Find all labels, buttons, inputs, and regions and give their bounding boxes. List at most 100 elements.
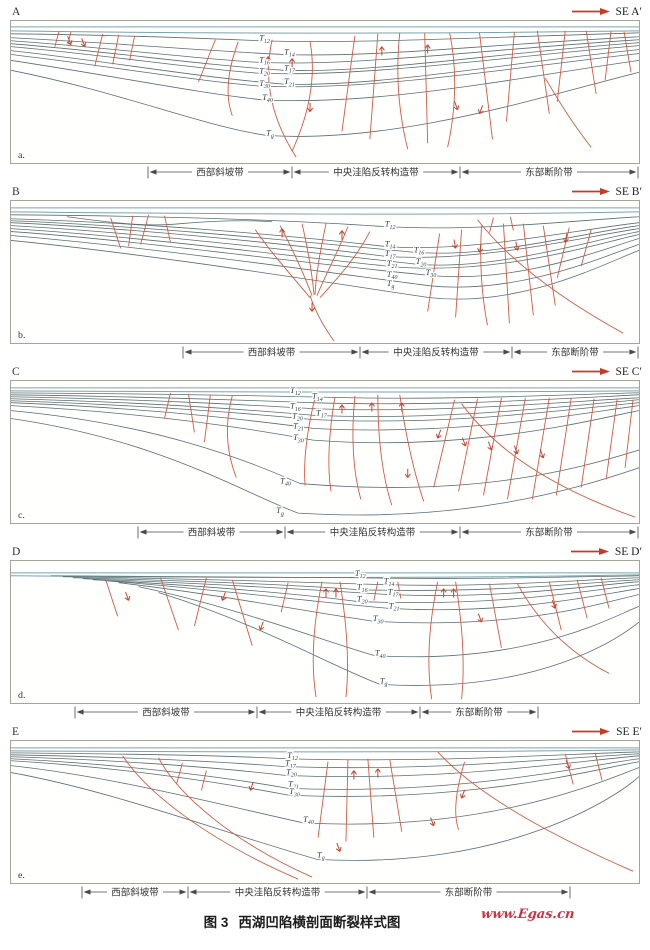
- zone-label: 东部断阶带: [525, 527, 573, 539]
- horizon-label-T16: T16: [414, 244, 425, 256]
- profile-end-label: SE C′: [615, 365, 642, 378]
- section-frame: T12 T14 T16 T17 T20 T21 T30 T40 Tg b.: [10, 200, 640, 344]
- profile-end-label: SE B′: [615, 185, 642, 198]
- panel-header: B SE B′: [0, 184, 650, 200]
- panel-header: C SE C′: [0, 364, 650, 380]
- horizon-label-Tg: Tg: [387, 278, 395, 290]
- panel-header: E SE E′: [0, 724, 650, 740]
- horizon-label-T12: T12: [290, 385, 301, 397]
- seafloor-lines: [11, 387, 639, 393]
- horizon-label-T12: T12: [385, 219, 396, 231]
- fault-movement-arrows: [66, 36, 484, 115]
- fault-lines: [110, 214, 624, 342]
- cross-section-panel-B: B SE B′ T12 T14 T16 T17 T20 T21 T30 T40 Tg b. 西部…: [0, 184, 650, 361]
- cross-section-panel-E: E SE E′ T12 T17 T20 T21 T30 T40 Tg e. 西部斜坡带 中央洼…: [0, 724, 650, 901]
- figure-footer: 图 3 西湖凹陷横剖面断裂样式图 www.Egas.cn: [0, 907, 650, 939]
- horizon-label-T40: T40: [303, 814, 314, 826]
- panel-header: A SE A′: [0, 4, 650, 20]
- fault-lines: [54, 30, 632, 158]
- structural-zone-scalebar: 西部斜坡带 中央洼陷反转构造带 东部断阶带: [147, 165, 639, 180]
- seafloor-lines: [11, 207, 639, 215]
- zone-label: 西部斜坡带: [196, 167, 244, 179]
- horizon-label-T17: T17: [284, 62, 296, 74]
- profile-direction: SE A′: [571, 6, 642, 18]
- horizon-label-T30: T30: [426, 267, 437, 279]
- zone-label: 西部斜坡带: [142, 707, 190, 719]
- horizon-label-T12: T12: [259, 33, 270, 45]
- horizon-lines: [11, 751, 639, 861]
- profile-start-label: A: [12, 5, 21, 18]
- section-frame: T12 T14 T16 T17 T20 T21 T30 T40 Tg c.: [10, 380, 640, 524]
- zone-label: 西部斜坡带: [248, 347, 296, 359]
- cross-section-panel-C: C SE C′ T12 T14 T16 T17 T20 T21 T30 T40 Tg c. 西部…: [0, 364, 650, 541]
- section-frame: T12 T14 T16 T17 T20 T21 T30 T40 Tg d.: [10, 560, 640, 704]
- panel-sub-label: b.: [18, 330, 25, 341]
- fault-movement-arrows: [338, 402, 545, 478]
- profile-direction: SE C′: [571, 366, 642, 378]
- horizon-label-T30: T30: [373, 613, 384, 625]
- horizon-label-T30: T30: [259, 78, 270, 90]
- zone-label: 西部斜坡带: [188, 527, 236, 539]
- zone-label: 中央洼陷反转构造带: [333, 167, 419, 179]
- profile-start-label: C: [12, 365, 21, 378]
- horizon-label-T40: T40: [375, 648, 386, 660]
- panel-sub-label: e.: [18, 870, 25, 881]
- horizon-label-Tg: Tg: [266, 127, 274, 139]
- horizon-lines: [50, 575, 639, 686]
- fault-lines: [105, 577, 610, 700]
- profile-start-label: E: [12, 725, 20, 738]
- profile-end-label: SE D′: [614, 545, 642, 558]
- figure-title: 西湖凹陷横剖面断裂样式图: [238, 915, 401, 930]
- se-direction-arrow-icon: [570, 548, 609, 555]
- profile-end-label: SE A′: [615, 5, 642, 18]
- section-frame: T12 T17 T20 T21 T30 T40 Tg e.: [10, 740, 640, 884]
- fault-lines: [122, 751, 634, 880]
- cross-section-panel-A: A SE A′ T12 T14 T16 T17 T20 T21 T30 T40 Tg a. 西部…: [0, 4, 650, 181]
- structural-zone-scalebar: 西部斜坡带 中央洼陷反转构造带 东部断阶带: [182, 345, 639, 360]
- panel-sub-label: c.: [18, 510, 25, 521]
- fault-movement-arrows: [124, 588, 557, 631]
- horizon-label-Tg: Tg: [317, 849, 325, 861]
- horizon-label-T16: T16: [357, 582, 368, 594]
- zone-label: 东部断阶带: [455, 707, 503, 719]
- panel-header: D SE D′: [0, 544, 650, 560]
- section-frame: T12 T14 T16 T17 T20 T21 T30 T40 Tg a.: [10, 20, 640, 164]
- structural-zone-scalebar: 西部斜坡带 中央洼陷反转构造带 东部断阶带: [137, 525, 639, 540]
- zone-label: 中央洼陷反转构造带: [296, 707, 382, 719]
- cross-section-panel-D: D SE D′ T12 T14 T16 T17 T20 T21 T30 T40 Tg d. 西部…: [0, 544, 650, 721]
- seafloor-lines: [11, 747, 639, 753]
- horizon-label-T17: T17: [388, 587, 400, 599]
- panel-sub-label: a.: [18, 150, 25, 161]
- seafloor-lines: [11, 26, 639, 34]
- fault-movement-arrows: [248, 760, 571, 852]
- structural-zone-scalebar: 西部斜坡带 中央洼陷反转构造带 东部断阶带: [74, 705, 539, 720]
- horizon-label-T14: T14: [312, 391, 323, 403]
- horizon-lines: [11, 32, 639, 137]
- profile-direction: SE B′: [571, 186, 642, 198]
- zone-label: 西部斜坡带: [111, 887, 159, 899]
- zone-label: 中央洼陷反转构造带: [235, 887, 321, 899]
- zone-label: 东部断阶带: [525, 167, 573, 179]
- zone-label: 东部断阶带: [551, 347, 599, 359]
- profile-start-label: D: [12, 545, 21, 558]
- seafloor-lines: [11, 572, 639, 579]
- structural-zone-scalebar: 西部斜坡带 中央洼陷反转构造带 东部断阶带: [81, 885, 571, 900]
- se-direction-arrow-icon: [572, 728, 611, 735]
- profile-start-label: B: [12, 185, 21, 198]
- zone-label: 中央洼陷反转构造带: [393, 347, 479, 359]
- fault-lines: [164, 392, 636, 518]
- panel-sub-label: d.: [18, 690, 25, 701]
- cross-section-panels: A SE A′ T12 T14 T16 T17 T20 T21 T30 T40 Tg a. 西部…: [0, 4, 650, 901]
- zone-label: 东部断阶带: [445, 887, 493, 899]
